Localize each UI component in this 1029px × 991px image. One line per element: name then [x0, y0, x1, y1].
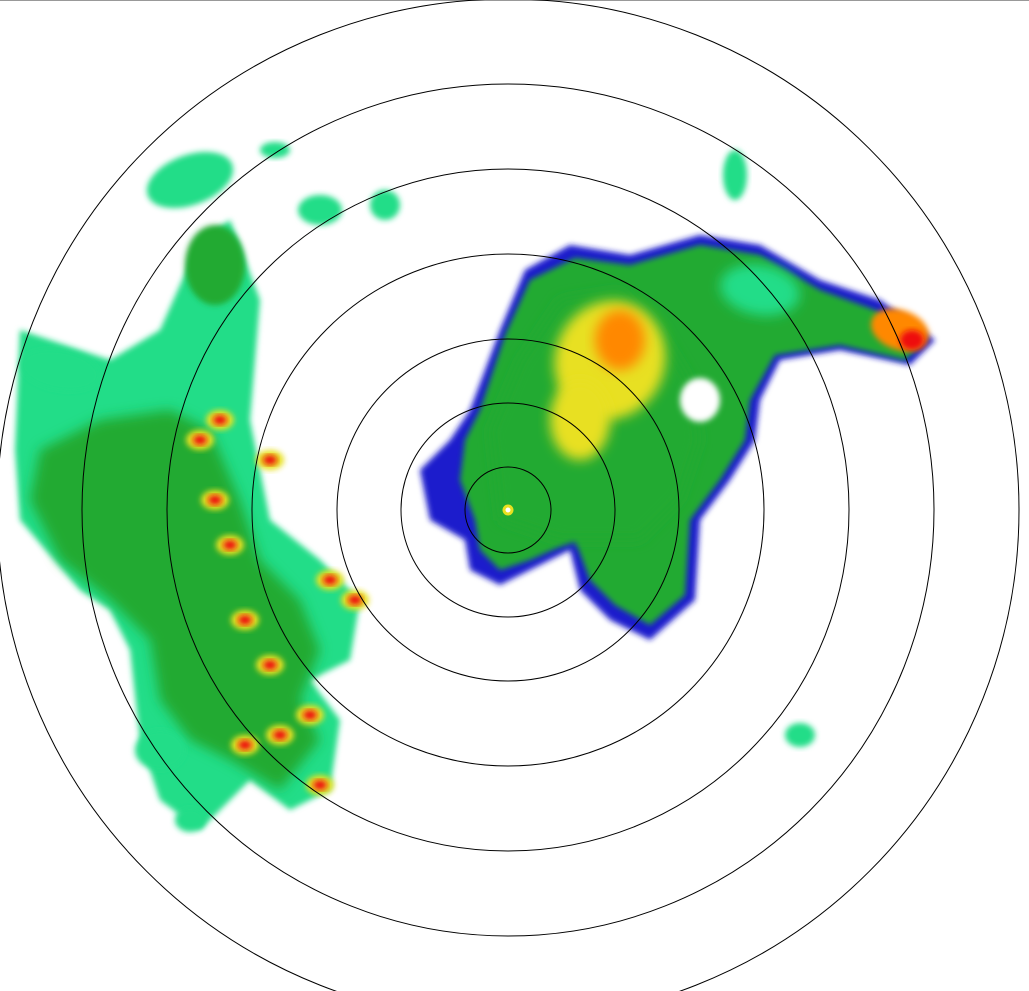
echo-cell [720, 264, 800, 316]
echo-cell [223, 540, 237, 550]
echo-cell [785, 723, 815, 747]
echo-cell [263, 455, 277, 465]
echo-cell [370, 190, 400, 220]
echo-cell [185, 225, 245, 305]
range-ring-2 [400, 402, 616, 618]
range-ring-4 [251, 253, 765, 767]
echo-cell [20, 349, 100, 391]
range-ring-3 [336, 338, 680, 682]
echo-cell [303, 710, 317, 720]
range-ring-1 [464, 466, 552, 554]
echo-cell [213, 415, 227, 425]
top-border [0, 0, 1029, 1]
echo-cell [208, 495, 222, 505]
echo-cell [146, 151, 234, 209]
echo-cell [323, 575, 337, 585]
radar-site-marker [502, 504, 514, 516]
echo-cell [550, 380, 610, 460]
echo-cell [900, 330, 924, 350]
echo-cell [595, 310, 645, 370]
echo-cell [175, 808, 205, 832]
precipitation-echoes [15, 142, 935, 832]
echo-cell [298, 195, 342, 225]
range-ring-6 [81, 83, 935, 937]
echo-cell [313, 780, 327, 790]
echo-cell [273, 730, 287, 740]
echo-cell [193, 435, 207, 445]
echo-cell [680, 378, 720, 422]
echo-cell [260, 142, 290, 158]
echo-cell [30, 410, 320, 790]
echo-cell [263, 660, 277, 670]
echo-cell [238, 615, 252, 625]
echo-cell [135, 730, 185, 770]
echo-cell [348, 595, 362, 605]
echo-cell [238, 740, 252, 750]
range-ring-5 [166, 168, 850, 852]
echo-cell [723, 150, 747, 200]
